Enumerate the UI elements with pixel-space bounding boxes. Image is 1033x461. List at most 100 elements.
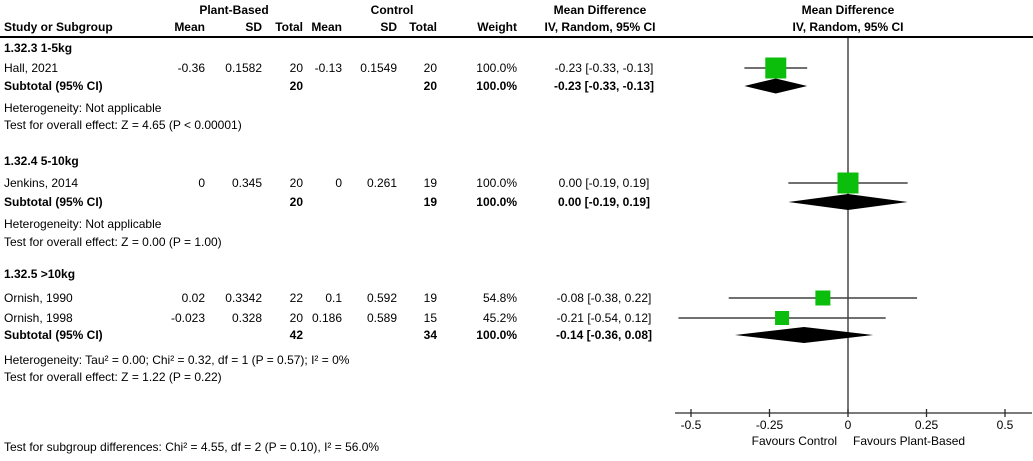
c-sd-value: 0.261 [366, 176, 397, 190]
pb-mean-value: 0 [198, 176, 205, 190]
note-row: Heterogeneity: Not applicable [0, 217, 1033, 231]
c-mean-value: 0.186 [311, 311, 342, 325]
weight-value: 100.0% [476, 176, 517, 190]
header-divider [0, 36, 1033, 38]
effect-square [775, 311, 790, 325]
group-row: 1.32.3 1-5kg [0, 41, 1033, 55]
effect-square [815, 290, 831, 306]
subgroup-differences-note: Test for subgroup differences: Chi² = 4.… [4, 440, 380, 454]
c-total-value: 20 [423, 61, 437, 75]
pb-total-value: 20 [289, 311, 303, 325]
pb-total-value: 42 [289, 328, 303, 342]
note-row: Test for overall effect: Z = 0.00 (P = 1… [0, 235, 1033, 249]
weight-value: 100.0% [476, 195, 517, 209]
c-mean-value: -0.13 [314, 61, 342, 75]
md-ci-value: 0.00 [-0.19, 0.19] [558, 176, 650, 190]
md-plot-column-title: Mean Difference [801, 3, 895, 17]
axis-tick-label: -0.5 [680, 418, 702, 432]
c-mean-value: 0.1 [325, 291, 342, 305]
column-group-plant-based: Plant-Based [199, 3, 269, 17]
study-name: Jenkins, 2014 [4, 176, 79, 190]
md-text-column-title: Mean Difference [553, 3, 647, 17]
pb-sd-value: 0.328 [231, 311, 262, 325]
note-row: Heterogeneity: Tau² = 0.00; Chi² = 0.32,… [0, 353, 1033, 367]
pb-mean-value: -0.023 [170, 311, 205, 325]
axis-tick-label: 0.25 [914, 418, 939, 432]
pb-sd-value: 0.345 [231, 176, 262, 190]
pb-sd-value: 0.3342 [225, 291, 262, 305]
note-text: Test for overall effect: Z = 4.65 (P < 0… [4, 118, 242, 132]
axis-tick-label: -0.25 [755, 418, 784, 432]
column-group-control: Control [370, 3, 414, 17]
md-ci-value: -0.08 [-0.38, 0.22] [556, 291, 652, 305]
favours-control-label: Favours Control [751, 434, 837, 448]
weight-value: 100.0% [476, 328, 517, 342]
group-row: 1.32.5 >10kg [0, 267, 1033, 281]
study-name: Ornish, 1990 [4, 291, 73, 305]
c-sd-value: 0.1549 [360, 61, 397, 75]
c-total-value: 19 [423, 176, 437, 190]
c-sd-value: 0.589 [366, 311, 397, 325]
subtotal-diamond [744, 78, 808, 94]
group-row: 1.32.4 5-10kg [0, 154, 1033, 168]
subgroup-label: 1.32.3 1-5kg [4, 41, 73, 55]
c-total-value: 19 [423, 291, 437, 305]
pb-total-value: 22 [289, 291, 303, 305]
note-row: Heterogeneity: Not applicable [0, 101, 1033, 115]
weight-header: Weight [477, 20, 517, 34]
study-row: Jenkins, 2014 0 0.345 20 0 0.261 19 100.0% 0.00 … [0, 176, 1033, 190]
subtotal-label: Subtotal (95% CI) [4, 79, 103, 93]
pb-total-value: 20 [289, 195, 303, 209]
weight-value: 54.8% [482, 291, 517, 305]
study-name: Hall, 2021 [4, 61, 59, 75]
control-total-value: 19 [423, 195, 437, 209]
pb-mean-value: -0.36 [177, 61, 205, 75]
c-total-value: 15 [423, 311, 437, 325]
control-total-header: Total [409, 20, 437, 34]
study-name: Ornish, 1998 [4, 311, 73, 325]
control-total-value: 20 [423, 79, 437, 93]
pb-sd-value: 0.1582 [225, 61, 262, 75]
study-row: Ornish, 1998 -0.023 0.328 20 0.186 0.589 15 45.… [0, 311, 1033, 325]
study-row: Hall, 2021 -0.36 0.1582 20 -0.13 0.1549 20 100.… [0, 61, 1033, 75]
axis-tick-label: 0 [844, 418, 852, 432]
c-sd-value: 0.592 [366, 291, 397, 305]
subtotal-row: Subtotal (95% CI) 20 19 100.0% 0.00 [-0.19, … [0, 195, 1033, 209]
note-row: Test for overall effect: Z = 1.22 (P = 0… [0, 370, 1033, 384]
note-text: Test for overall effect: Z = 0.00 (P = 1… [4, 235, 222, 249]
subgroup-label: 1.32.4 5-10kg [4, 154, 79, 168]
pb-total-value: 20 [289, 61, 303, 75]
subtotal-label: Subtotal (95% CI) [4, 328, 103, 342]
effect-square [765, 57, 787, 79]
pb-total-value: 20 [289, 176, 303, 190]
control-sd-header: SD [380, 20, 397, 34]
weight-value: 100.0% [476, 79, 517, 93]
md-ci-value: -0.23 [-0.33, -0.13] [553, 79, 655, 93]
weight-value: 45.2% [482, 311, 517, 325]
control-mean-header: Mean [311, 20, 342, 34]
subtotal-diamond [734, 327, 874, 343]
favours-plant-based-label: Favours Plant-Based [853, 434, 966, 448]
effect-square [837, 172, 859, 194]
md-ci-value: -0.23 [-0.33, -0.13] [554, 61, 654, 75]
subtotal-diamond [788, 194, 908, 210]
pb-total-value: 20 [289, 79, 303, 93]
c-mean-value: 0 [335, 176, 342, 190]
note-text: Heterogeneity: Not applicable [4, 217, 162, 231]
md-text-column-subtitle: IV, Random, 95% CI [544, 20, 656, 34]
note-row: Test for overall effect: Z = 4.65 (P < 0… [0, 118, 1033, 132]
pb-mean-header: Mean [174, 20, 205, 34]
note-text: Heterogeneity: Tau² = 0.00; Chi² = 0.32,… [4, 353, 350, 367]
axis-tick-label: 0.5 [996, 418, 1014, 432]
note-text: Heterogeneity: Not applicable [4, 101, 162, 115]
pb-sd-header: SD [245, 20, 262, 34]
weight-value: 100.0% [476, 61, 517, 75]
pb-mean-value: 0.02 [181, 291, 205, 305]
subtotal-row: Subtotal (95% CI) 20 20 100.0% -0.23 [-0.33,… [0, 79, 1033, 93]
md-plot-column-subtitle: IV, Random, 95% CI [792, 20, 904, 34]
study-row: Ornish, 1990 0.02 0.3342 22 0.1 0.592 19 54.8% -… [0, 291, 1033, 305]
study-column-header: Study or Subgroup [4, 20, 113, 34]
md-ci-value: 0.00 [-0.19, 0.19] [557, 195, 651, 209]
